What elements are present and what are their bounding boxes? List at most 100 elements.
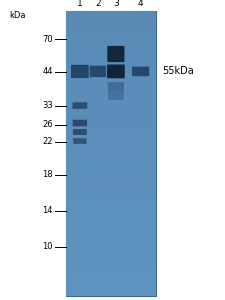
Bar [66, 32, 156, 33]
Bar [66, 266, 156, 267]
Bar [66, 107, 156, 109]
Bar [66, 112, 156, 113]
Bar [66, 93, 156, 94]
Bar [66, 260, 156, 261]
Bar [66, 281, 156, 283]
Bar [66, 210, 156, 212]
Bar [66, 99, 156, 100]
Text: 14: 14 [42, 206, 53, 215]
Bar [66, 187, 156, 189]
Bar [66, 163, 156, 164]
Bar [66, 96, 156, 98]
Bar [66, 122, 156, 123]
Bar [66, 127, 156, 129]
Bar [66, 20, 156, 22]
Bar [66, 287, 156, 288]
Bar [66, 268, 156, 270]
Bar [66, 291, 156, 293]
Bar [66, 109, 156, 110]
Bar [66, 196, 156, 197]
Bar [66, 217, 156, 218]
Bar [66, 120, 156, 122]
Bar [66, 177, 156, 178]
Bar [66, 13, 156, 15]
Bar [66, 154, 156, 156]
Bar [66, 191, 156, 193]
Bar [66, 106, 156, 107]
Bar [66, 117, 156, 119]
Bar [66, 271, 156, 273]
Bar [66, 68, 156, 69]
Bar [66, 64, 156, 66]
Bar [66, 28, 156, 29]
Bar [66, 160, 156, 161]
Bar [66, 182, 156, 183]
Bar [66, 233, 156, 234]
Bar [66, 15, 156, 16]
Bar [66, 29, 156, 30]
Bar [66, 53, 156, 55]
Bar [66, 137, 156, 139]
Bar [66, 248, 156, 250]
Bar [66, 35, 156, 36]
Bar [66, 197, 156, 199]
Bar [66, 251, 156, 253]
Bar [66, 23, 156, 25]
Bar [66, 263, 156, 264]
Bar [66, 110, 156, 112]
Bar [66, 69, 156, 70]
Bar [66, 45, 156, 46]
Bar [66, 231, 156, 233]
Bar [66, 221, 156, 223]
Bar [66, 202, 156, 203]
Text: 3: 3 [113, 0, 119, 8]
Bar [66, 278, 156, 280]
Bar [66, 254, 156, 256]
Bar [66, 86, 156, 87]
Bar [66, 94, 156, 96]
Bar [66, 59, 156, 60]
Bar [66, 153, 156, 154]
Bar [66, 238, 156, 240]
Bar [66, 79, 156, 80]
Bar [66, 261, 156, 263]
Bar [66, 288, 156, 290]
FancyBboxPatch shape [108, 82, 124, 92]
Bar [66, 143, 156, 145]
Bar [66, 190, 156, 191]
Bar [66, 25, 156, 26]
Bar [66, 241, 156, 243]
Bar [66, 294, 156, 296]
Bar [66, 270, 156, 271]
Bar [66, 218, 156, 220]
Bar [66, 203, 156, 204]
FancyBboxPatch shape [108, 92, 124, 100]
Bar [66, 130, 156, 132]
Bar [66, 193, 156, 194]
Bar [66, 105, 156, 106]
Bar [66, 147, 156, 149]
Bar [66, 113, 156, 115]
Bar [66, 200, 156, 202]
Bar [66, 62, 156, 63]
Bar [66, 140, 156, 142]
Bar [66, 123, 156, 124]
Bar [66, 253, 156, 254]
Bar [66, 150, 156, 152]
Bar [66, 227, 156, 229]
Bar [66, 176, 156, 177]
Bar [66, 224, 156, 226]
Bar [66, 76, 156, 77]
Bar [66, 234, 156, 236]
Bar [66, 184, 156, 186]
Bar [66, 152, 156, 153]
Bar [66, 226, 156, 227]
Bar [66, 220, 156, 221]
Bar [66, 216, 156, 217]
Bar [66, 136, 156, 137]
FancyBboxPatch shape [71, 65, 89, 78]
Bar [66, 56, 156, 58]
FancyBboxPatch shape [107, 46, 124, 62]
Bar [66, 80, 156, 82]
Bar [66, 115, 156, 116]
